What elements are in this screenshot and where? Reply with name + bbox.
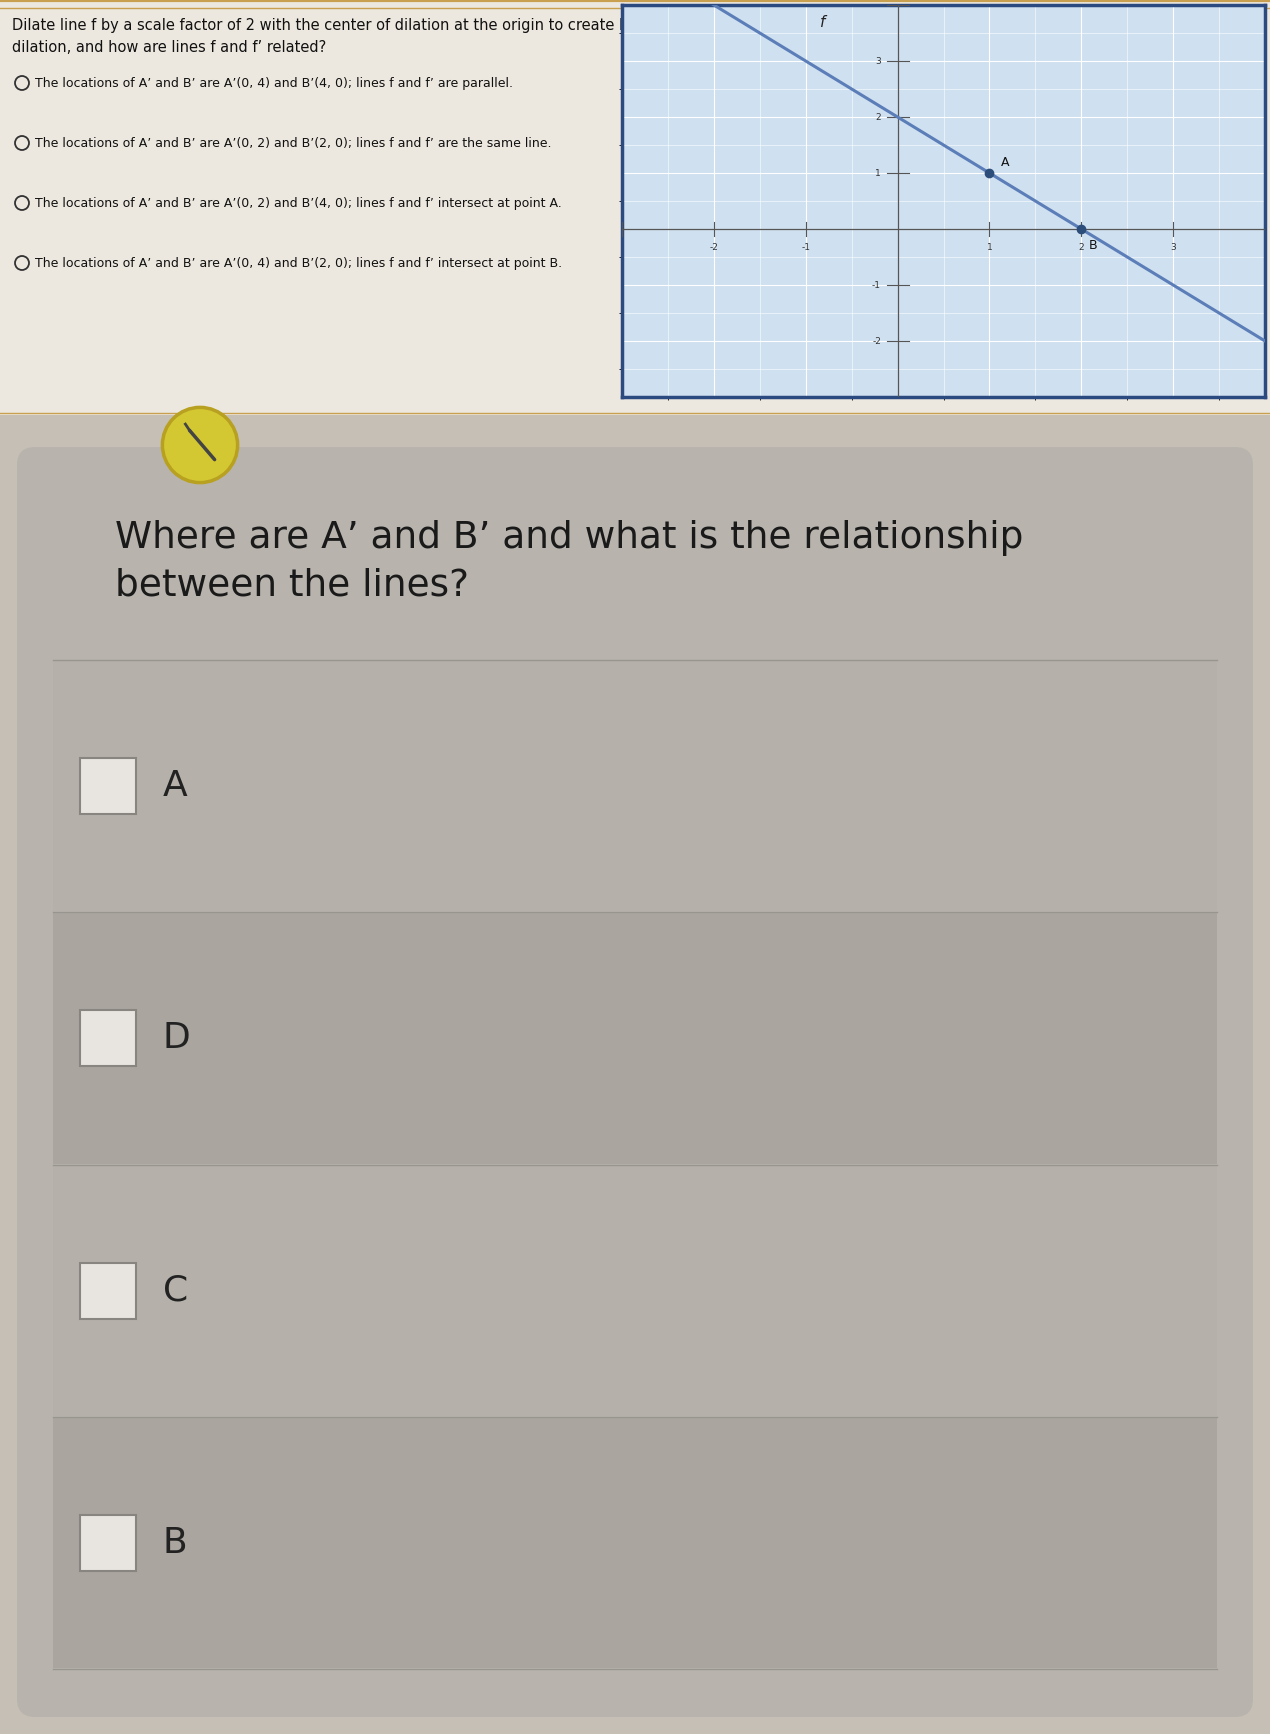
Text: A: A xyxy=(1001,156,1008,168)
Text: C: C xyxy=(163,1274,188,1307)
Text: -1: -1 xyxy=(801,243,810,251)
Text: The locations of A’ and B’ are A’(0, 4) and B’(4, 0); lines f and f’ are paralle: The locations of A’ and B’ are A’(0, 4) … xyxy=(36,76,513,90)
FancyBboxPatch shape xyxy=(80,1516,136,1571)
Text: The locations of A’ and B’ are A’(0, 4) and B’(2, 0); lines f and f’ intersect a: The locations of A’ and B’ are A’(0, 4) … xyxy=(36,257,563,269)
Text: -1: -1 xyxy=(872,281,881,290)
Text: -2: -2 xyxy=(872,336,881,345)
Bar xyxy=(53,1418,1217,1668)
Text: 1: 1 xyxy=(987,243,992,251)
Text: 2: 2 xyxy=(1078,243,1085,251)
Text: 3: 3 xyxy=(1170,243,1176,251)
FancyBboxPatch shape xyxy=(80,758,136,815)
Bar xyxy=(0,0,1270,414)
Text: The locations of A’ and B’ are A’(0, 2) and B’(2, 0); lines f and f’ are the sam: The locations of A’ and B’ are A’(0, 2) … xyxy=(36,137,551,149)
Text: -2: -2 xyxy=(710,243,719,251)
Text: 2: 2 xyxy=(875,113,881,121)
Text: B: B xyxy=(163,1526,188,1561)
Text: D: D xyxy=(163,1021,190,1056)
Bar xyxy=(53,914,1217,1164)
Bar xyxy=(0,414,1270,1734)
Text: The locations of A’ and B’ are A’(0, 2) and B’(4, 0); lines f and f’ intersect a: The locations of A’ and B’ are A’(0, 2) … xyxy=(36,196,561,210)
Text: dilation, and how are lines f and f’ related?: dilation, and how are lines f and f’ rel… xyxy=(11,40,326,55)
Bar xyxy=(53,1165,1217,1415)
Text: f: f xyxy=(819,16,826,31)
Text: B: B xyxy=(1088,239,1097,251)
Text: 3: 3 xyxy=(875,57,881,66)
Bar xyxy=(53,661,1217,912)
FancyBboxPatch shape xyxy=(17,447,1253,1717)
Text: between the lines?: between the lines? xyxy=(116,569,469,603)
Circle shape xyxy=(163,407,237,482)
Text: Where are A’ and B’ and what is the relationship: Where are A’ and B’ and what is the rela… xyxy=(116,520,1024,557)
Text: 1: 1 xyxy=(875,168,881,177)
Text: A: A xyxy=(163,770,188,803)
FancyBboxPatch shape xyxy=(80,1262,136,1318)
FancyBboxPatch shape xyxy=(80,1011,136,1066)
Text: Dilate line f by a scale factor of 2 with the center of dilation at the origin t: Dilate line f by a scale factor of 2 wit… xyxy=(11,17,964,33)
